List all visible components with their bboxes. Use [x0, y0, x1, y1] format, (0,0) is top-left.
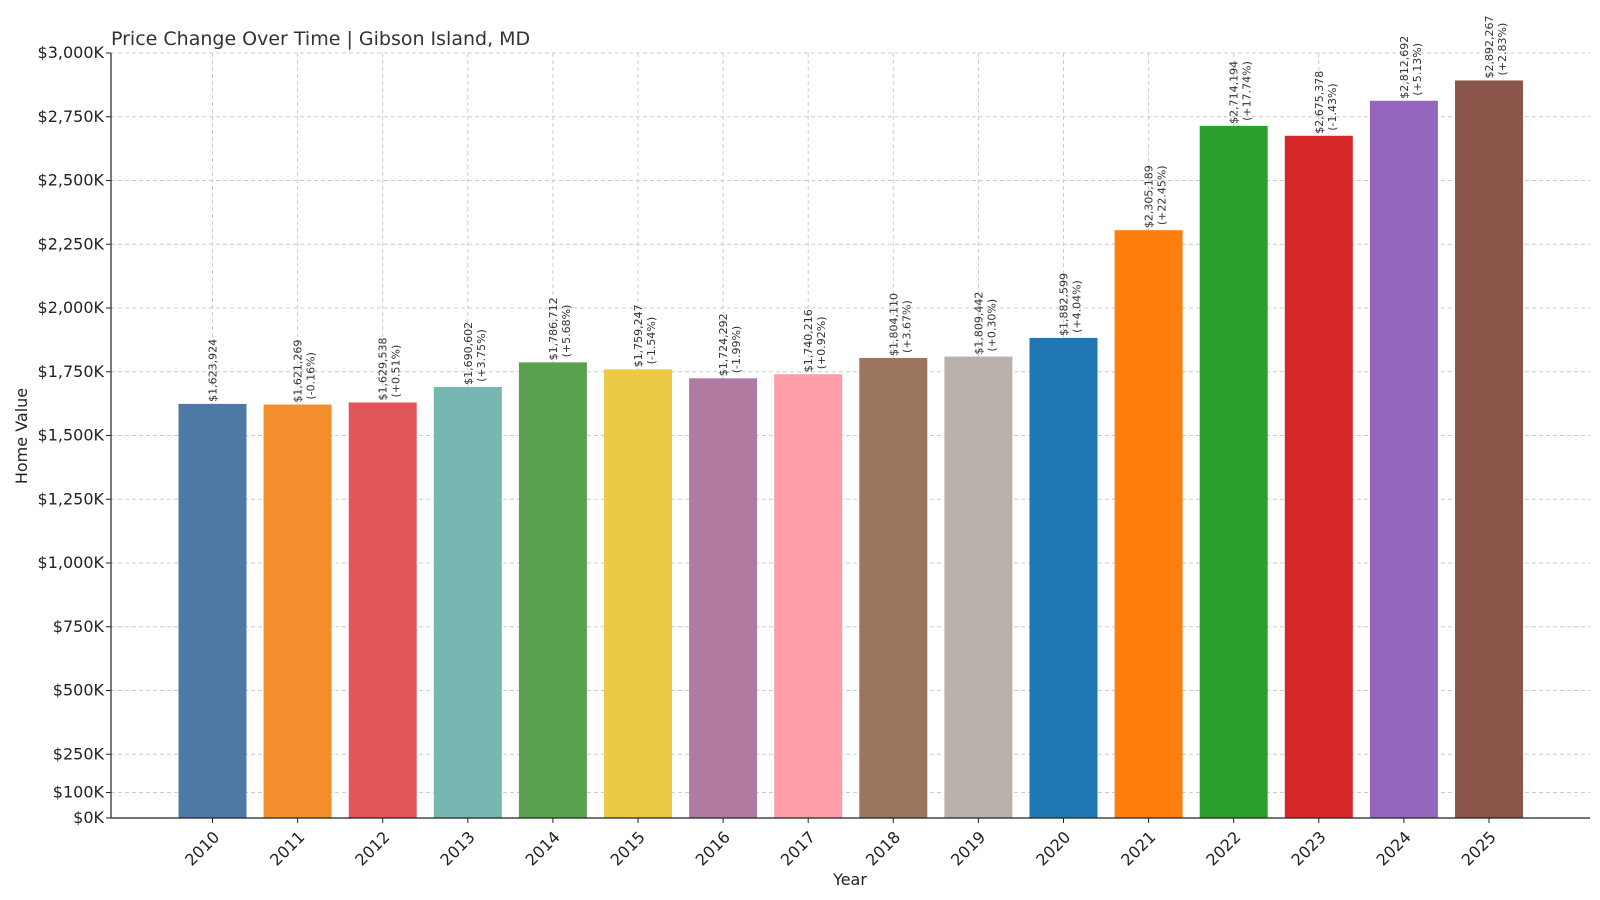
bar-value-label: $2,812,692	[1398, 36, 1411, 99]
y-tick-label: $750K	[53, 617, 105, 636]
y-axis-title: Home Value	[12, 388, 31, 484]
bar-value-labels: $1,623,924 $1,621,269 (-0.16%) $1,629,538 (+…	[207, 15, 1510, 402]
bar-value-label: $1,621,269	[292, 340, 305, 403]
bar-2018	[859, 357, 928, 818]
bar-change-label: (+17.74%)	[1241, 61, 1254, 121]
x-tick-label: 2013	[436, 827, 478, 869]
bar-value-label: $1,809,442	[972, 292, 985, 355]
x-tick-label: 2021	[1117, 827, 1159, 869]
bar-change-label: (+0.30%)	[985, 299, 998, 352]
bar-change-label: (+0.92%)	[815, 316, 828, 369]
bar-value-label: $1,882,599	[1058, 273, 1071, 336]
bar-2013	[433, 386, 502, 818]
y-tick-label: $2,750K	[38, 107, 105, 126]
y-tick-label: $100K	[53, 783, 105, 802]
y-tick-label: $1,250K	[38, 489, 105, 508]
x-tick-label: 2016	[692, 827, 734, 869]
x-tick-label: 2022	[1202, 827, 1244, 869]
bar-2014	[518, 362, 587, 818]
x-tick-label: 2019	[947, 827, 989, 869]
x-tick-label: 2018	[862, 827, 904, 869]
x-tick-label: 2014	[522, 827, 564, 869]
bar-change-label: (-1.54%)	[645, 317, 658, 365]
x-tick-label: 2024	[1373, 827, 1415, 869]
bar-2017	[774, 374, 843, 818]
grid-lines	[111, 52, 1590, 819]
bar-2021	[1114, 230, 1183, 818]
bar-2019	[944, 356, 1013, 818]
x-tick-label: 2015	[607, 827, 649, 869]
y-tick-label: $0K	[73, 808, 104, 827]
x-tick-label: 2017	[777, 827, 819, 869]
bar-value-label: $1,759,247	[632, 304, 645, 367]
chart-title: Price Change Over Time | Gibson Island, …	[111, 28, 530, 50]
bar-change-label: (+5.68%)	[560, 305, 573, 358]
bar-change-label: (+2.83%)	[1496, 23, 1509, 76]
x-tick-label: 2023	[1287, 827, 1329, 869]
x-tick-label: 2012	[351, 827, 393, 869]
bar-value-label: $2,892,267	[1483, 15, 1496, 78]
x-axis-title: Year	[832, 870, 867, 889]
bar-change-label: (+3.67%)	[900, 300, 913, 353]
x-tick-label: 2025	[1458, 827, 1500, 869]
bar-value-label: $1,629,538	[377, 337, 390, 400]
y-tick-label: $2,250K	[38, 234, 105, 253]
y-tick-label: $1,500K	[38, 426, 105, 445]
bars	[178, 80, 1523, 818]
y-tick-label: $250K	[53, 744, 105, 763]
bar-value-label: $1,740,216	[802, 309, 815, 372]
bar-value-label: $2,714,194	[1228, 61, 1241, 124]
y-tick-label: $1,750K	[38, 362, 105, 381]
bar-2015	[604, 369, 672, 818]
bar-change-label: (-1.43%)	[1326, 83, 1339, 131]
bar-value-label: $1,804,110	[887, 293, 900, 356]
bar-value-label: $1,724,292	[717, 313, 730, 376]
x-tick-label: 2010	[181, 827, 223, 869]
bar-change-label: (+4.04%)	[1071, 280, 1084, 333]
bar-2012	[348, 402, 417, 818]
x-tick-label: 2020	[1032, 827, 1074, 869]
bar-change-label: (+3.75%)	[475, 329, 488, 382]
y-tick-label: $2,500K	[38, 171, 105, 190]
bar-2020	[1029, 337, 1098, 818]
bar-2023	[1284, 135, 1353, 818]
bar-change-label: (-1.99%)	[730, 326, 743, 374]
bar-value-label: $2,675,378	[1313, 71, 1326, 134]
bar-change-label: (+5.13%)	[1411, 43, 1424, 96]
bar-value-label: $1,690,602	[462, 322, 475, 385]
y-tick-label: $1,000K	[38, 553, 105, 572]
bar-2016	[689, 378, 758, 818]
y-tick-label: $2,000K	[38, 298, 105, 317]
bar-2011	[263, 404, 332, 818]
bar-2025	[1455, 80, 1523, 818]
bar-change-label: (-0.16%)	[305, 352, 318, 400]
bar-2010	[178, 403, 247, 818]
x-tick-label: 2011	[266, 827, 308, 869]
bar-change-label: (+22.45%)	[1156, 165, 1169, 225]
y-tick-label: $3,000K	[38, 43, 105, 62]
bar-value-label: $1,786,712	[547, 297, 560, 360]
bar-value-label: $2,305,189	[1143, 165, 1156, 228]
y-tick-label: $500K	[53, 681, 105, 700]
bar-value-label: $1,623,924	[207, 339, 220, 402]
bar-2024	[1369, 100, 1438, 818]
bar-2022	[1199, 125, 1268, 818]
bar-change-label: (+0.51%)	[390, 345, 403, 398]
